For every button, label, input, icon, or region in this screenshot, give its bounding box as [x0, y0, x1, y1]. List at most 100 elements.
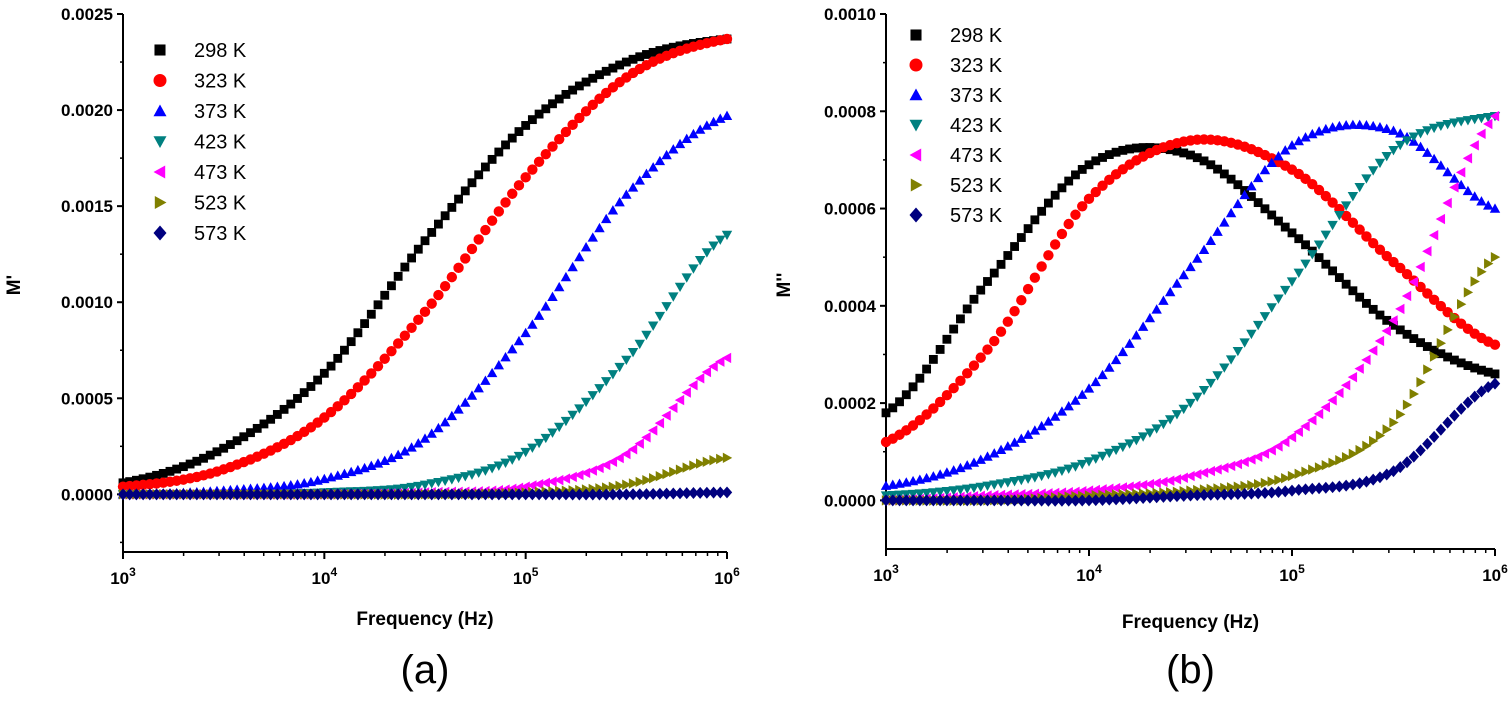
data-point: [399, 330, 411, 341]
data-point: [1374, 335, 1385, 347]
data-point: [1151, 477, 1161, 489]
data-point: [493, 206, 505, 217]
legend-label: 423 K: [950, 115, 1003, 137]
data-point: [1442, 119, 1453, 130]
data-point: [1239, 189, 1250, 200]
data-point: [520, 327, 531, 338]
data-point: [1158, 419, 1169, 430]
data-point: [1171, 278, 1183, 288]
data-point: [1340, 479, 1352, 492]
data-point: [1369, 435, 1379, 447]
data-point: [1070, 494, 1081, 507]
data-point: [594, 462, 604, 474]
data-point: [514, 127, 524, 137]
data-point: [681, 273, 692, 283]
data-point: [1036, 420, 1047, 431]
data-point: [1002, 494, 1013, 507]
data-point: [975, 494, 986, 507]
data-point: [1043, 250, 1054, 261]
data-point: [278, 488, 290, 501]
data-point: [1098, 153, 1107, 162]
data-point: [1016, 233, 1026, 242]
legend-label: 298 K: [950, 25, 1003, 47]
data-point: [1192, 469, 1202, 480]
data-point: [654, 311, 666, 322]
data-point: [1286, 484, 1298, 497]
data-point: [1463, 287, 1474, 298]
data-point: [473, 488, 484, 501]
data-point: [1036, 488, 1046, 499]
data-point: [1252, 487, 1264, 500]
data-point: [880, 494, 892, 507]
data-point: [1172, 146, 1182, 156]
data-point: [554, 94, 564, 104]
data-point: [1063, 218, 1074, 230]
data-point: [721, 33, 733, 45]
data-point: [520, 488, 531, 501]
data-point: [627, 444, 638, 455]
data-point: [306, 382, 316, 391]
data-point: [1205, 465, 1215, 477]
data-point: [1273, 441, 1283, 452]
data-point: [1422, 147, 1433, 157]
data-point: [955, 494, 966, 507]
data-point: [1415, 281, 1426, 293]
data-point: [372, 488, 384, 501]
data-point: [1422, 288, 1433, 299]
data-point: [487, 154, 497, 164]
data-point: [345, 388, 357, 400]
data-point: [340, 345, 349, 355]
data-point: [595, 70, 604, 80]
data-point: [928, 403, 939, 414]
data-point: [439, 476, 451, 486]
data-point: [1110, 445, 1122, 456]
data-point: [1361, 174, 1372, 184]
data-point: [527, 319, 538, 329]
data-point: [1118, 145, 1128, 155]
y-tick-label: 0.0004: [824, 297, 877, 316]
legend-label: 523 K: [950, 175, 1003, 197]
data-point: [554, 474, 564, 486]
data-point: [332, 401, 343, 412]
data-point: [1049, 239, 1061, 250]
data-point: [941, 487, 953, 497]
data-point: [634, 339, 645, 350]
data-point: [608, 481, 619, 492]
data-point: [647, 162, 659, 172]
data-point: [1362, 440, 1372, 452]
y-axis-title: M'': [774, 273, 795, 298]
data-point: [473, 383, 484, 393]
data-point: [708, 241, 719, 251]
data-point: [554, 133, 565, 145]
data-point: [1239, 338, 1250, 348]
data-point: [1320, 190, 1332, 202]
data-point: [1077, 459, 1088, 470]
data-point: [1321, 460, 1332, 471]
data-point: [232, 436, 242, 446]
data-point: [453, 404, 464, 414]
data-point: [1083, 494, 1095, 507]
data-point: [1347, 478, 1359, 491]
data-point: [406, 482, 417, 493]
data-point: [1165, 475, 1175, 486]
data-point: [701, 486, 713, 499]
data-point: [480, 488, 491, 501]
data-point: [721, 486, 733, 499]
data-point: [332, 488, 343, 501]
data-point: [1232, 458, 1243, 470]
data-point: [1274, 216, 1283, 226]
data-point: [259, 419, 269, 429]
data-point: [1388, 315, 1398, 326]
data-point: [345, 488, 357, 501]
data-point: [928, 488, 939, 498]
data-point: [1470, 363, 1480, 373]
data-point: [1490, 251, 1501, 263]
data-point: [647, 425, 658, 436]
y-tick-label: 0.0015: [61, 197, 113, 216]
data-point: [138, 474, 148, 484]
data-point: [989, 268, 999, 278]
data-point: [1280, 285, 1291, 296]
data-point: [1355, 444, 1365, 456]
data-point: [1281, 472, 1291, 484]
data-point: [1401, 456, 1413, 469]
